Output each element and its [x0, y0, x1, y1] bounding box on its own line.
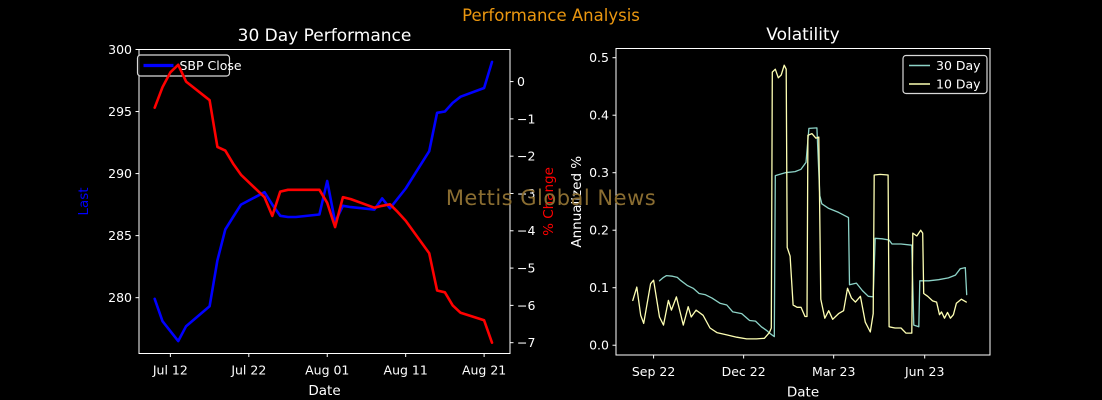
performance-series-sbp-close: [153, 60, 494, 343]
performance-xlabel: Date: [308, 383, 340, 399]
performance-y2-tick-label: −3: [517, 186, 535, 201]
volatility-x-tick-label: Mar 23: [812, 364, 855, 379]
volatility-legend-label: 10 Day: [936, 76, 981, 91]
performance-x-tick-label: Aug 21: [462, 363, 506, 378]
performance-y2-tick-label: −1: [517, 111, 535, 126]
volatility-y-tick-label: 0.2: [589, 223, 609, 238]
performance-legend-label: SBP Close: [180, 58, 242, 73]
performance-y2-tick-label: −4: [517, 223, 535, 238]
volatility-ylabel-left: Annualized %: [569, 156, 585, 248]
volatility-title: Volatility: [766, 25, 839, 45]
performance-y-tick-label: 300: [108, 42, 132, 57]
volatility-x-tick-label: Jun 23: [904, 364, 944, 379]
volatility-series-30-day: [658, 127, 968, 338]
performance-x-tick-label: Jul 12: [152, 363, 188, 378]
figure-suptitle: Performance Analysis: [462, 6, 640, 25]
performance-series-%-change: [153, 63, 494, 345]
volatility-y-tick-label: 0.4: [589, 108, 609, 123]
performance-y-tick-label: 290: [108, 166, 132, 181]
performance-y2-tick-label: 0: [517, 74, 525, 89]
performance-x-tick-label: Aug 01: [305, 363, 349, 378]
volatility-y-tick-label: 0.3: [589, 165, 609, 180]
performance-y2-tick-label: −6: [517, 298, 535, 313]
performance-y2-tick-label: −5: [517, 260, 535, 275]
volatility-y-tick-label: 0.1: [589, 280, 609, 295]
performance-x-tick-label: Aug 11: [384, 363, 428, 378]
volatility-y-tick-label: 0.5: [589, 50, 609, 65]
performance-y-tick-label: 280: [108, 290, 132, 305]
performance-ylabel-right: % Change: [541, 167, 557, 236]
performance-y2-tick-label: −2: [517, 149, 535, 164]
performance-y-tick-label: 285: [108, 228, 132, 243]
volatility-xlabel: Date: [787, 385, 819, 400]
volatility-x-tick-label: Sep 22: [632, 364, 675, 379]
performance-axes-frame: [138, 49, 511, 354]
volatility-series-10-day: [632, 64, 967, 340]
volatility-axes-frame: [615, 48, 991, 356]
performance-y-tick-label: 295: [108, 104, 132, 119]
performance-x-tick-label: Jul 22: [230, 363, 266, 378]
volatility-x-tick-label: Dec 22: [722, 364, 766, 379]
watermark-text: Mettis Global News: [445, 185, 657, 210]
volatility-legend-label: 30 Day: [936, 58, 981, 73]
performance-y2-tick-label: −7: [517, 335, 535, 350]
volatility-y-tick-label: 0.0: [589, 338, 609, 353]
performance-ylabel-left: Last: [76, 187, 92, 215]
performance-title: 30 Day Performance: [238, 26, 412, 46]
